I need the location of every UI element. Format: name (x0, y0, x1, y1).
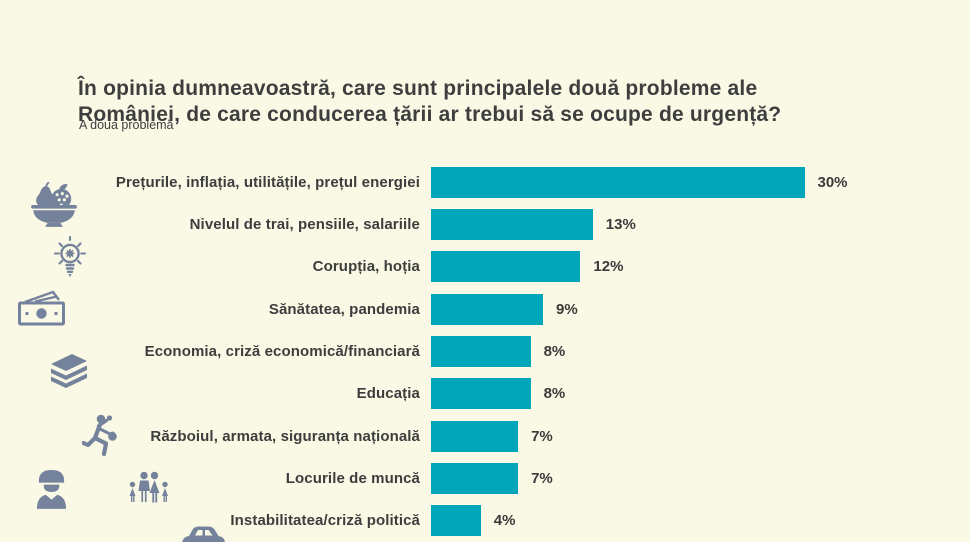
category-label: Instabilitatea/criză politică (230, 512, 420, 530)
chart-row: Nivelul de trai, pensiile, salariile 13% (0, 208, 970, 240)
category-label: Economia, criză economică/financiară (144, 342, 420, 360)
chart-row: Războiul, armata, siguranța națională 7% (0, 420, 970, 452)
value-label: 7% (531, 427, 553, 445)
bar (431, 166, 805, 198)
category-label: Nivelul de trai, pensiile, salariile (189, 215, 420, 233)
value-label: 8% (543, 385, 566, 403)
chart-row: Locurile de muncă 7% (0, 462, 970, 494)
chart-row: Instabilitatea/criză politică 4% (0, 505, 970, 537)
idea-lightbulb-icon (53, 236, 87, 281)
title-line-1: În opinia dumneavoastră, care sunt princ… (78, 77, 758, 101)
bar (431, 208, 593, 240)
value-label: 7% (531, 469, 553, 487)
car-icon (180, 523, 227, 542)
category-label: Locurile de muncă (285, 469, 420, 487)
chart-row: Educația 8% (0, 378, 970, 410)
value-label: 8% (543, 342, 566, 360)
bar (431, 505, 481, 537)
value-label: 9% (556, 300, 578, 318)
chart-row: Corupția, hoția 12% (0, 251, 970, 283)
bar (431, 251, 581, 283)
fruit-bowl-icon (29, 180, 79, 228)
books-icon (46, 351, 90, 395)
bar (431, 420, 519, 452)
value-label: 12% (593, 258, 624, 276)
page-title: În opinia dumneavoastră, care sunt princ… (78, 76, 781, 128)
bar (431, 293, 543, 325)
value-label: 13% (605, 215, 636, 233)
category-label: Războiul, armata, siguranța națională (150, 427, 420, 445)
family-icon (125, 471, 171, 505)
category-label: Corupția, hoția (312, 258, 420, 276)
money-icon (17, 289, 67, 327)
title-line-2: României, de care conducerea țării ar tr… (78, 103, 782, 127)
category-label: Sănătatea, pandemia (268, 300, 420, 318)
value-label: 30% (817, 173, 848, 191)
value-label: 4% (493, 512, 516, 530)
soldier-icon (35, 468, 68, 509)
running-person-icon (82, 413, 124, 459)
page-subtitle: A doua problemă (79, 118, 174, 132)
category-label: Educația (356, 385, 420, 403)
bar (431, 462, 519, 494)
bar (431, 378, 531, 410)
chart-row: Economia, criză economică/financiară 8% (0, 335, 970, 367)
chart-row: Prețurile, inflația, utilitățile, prețul… (0, 166, 970, 198)
category-label: Prețurile, inflația, utilitățile, prețul… (115, 173, 420, 191)
chart-row: Sănătatea, pandemia 9% (0, 293, 970, 325)
bar (431, 335, 531, 367)
